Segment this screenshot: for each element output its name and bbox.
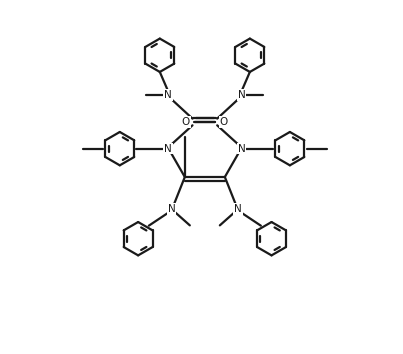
- Text: N: N: [164, 144, 172, 154]
- Text: O: O: [182, 117, 190, 127]
- Text: N: N: [234, 204, 242, 214]
- Text: N: N: [238, 144, 245, 154]
- Text: N: N: [168, 204, 175, 214]
- Text: O: O: [220, 117, 228, 127]
- Text: N: N: [238, 90, 245, 100]
- Text: N: N: [164, 90, 172, 100]
